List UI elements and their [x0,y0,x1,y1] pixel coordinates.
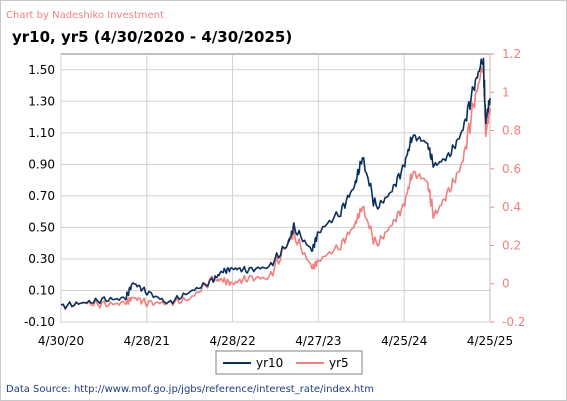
y-right-tick-label: -0.2 [502,315,525,329]
y-right-tick-label: 1.2 [502,47,521,61]
y-left-tick-label: 0.70 [28,189,55,203]
x-tick-label: 4/30/20 [38,334,84,348]
x-tick-label: 4/28/21 [124,334,170,348]
x-tick-label: 4/25/25 [467,334,513,348]
legend: yr10 yr5 [215,350,363,375]
chart-credit: Chart by Nadeshiko Investment [6,10,164,21]
y-right-tick-label: 0.4 [502,200,521,214]
y-left-tick-label: 1.30 [28,94,55,108]
y-right-tick-label: 0 [502,277,510,291]
series-line-yr10 [60,57,491,310]
y-left-tick-label: 1.10 [28,126,55,140]
y-right-tick-label: 0.6 [502,162,521,176]
y-left-tick-label: 0.90 [28,157,55,171]
chart-title: yr10, yr5 (4/30/2020 - 4/30/2025) [12,28,292,46]
plot-area: 1.50 1.30 1.10 0.90 0.70 0.50 0.30 0.10 -0.10 1.2… [24,47,525,348]
x-tick-label: 4/28/22 [209,334,255,348]
legend-label-yr10: yr10 [256,356,283,370]
y-left-tick-label: -0.10 [24,315,55,329]
y-left-tick-label: 0.10 [28,283,55,297]
y-left-tick-label: 0.30 [28,252,55,266]
y-left-tick-label: 0.50 [28,220,55,234]
data-source-note: Data Source: http://www.mof.go.jp/jgbs/r… [6,384,374,395]
y-right-tick-label: 1 [502,85,510,99]
legend-box [215,350,363,375]
plot-border [60,53,491,323]
series-line-yr5 [60,64,491,311]
y-right-tick-label: 0.8 [502,124,521,138]
x-tick-label: 4/25/24 [381,334,427,348]
legend-label-yr5: yr5 [329,356,349,370]
y-left-tick-label: 1.50 [28,63,55,77]
y-right-tick-label: 0.2 [502,238,521,252]
x-tick-label: 4/27/23 [295,334,341,348]
